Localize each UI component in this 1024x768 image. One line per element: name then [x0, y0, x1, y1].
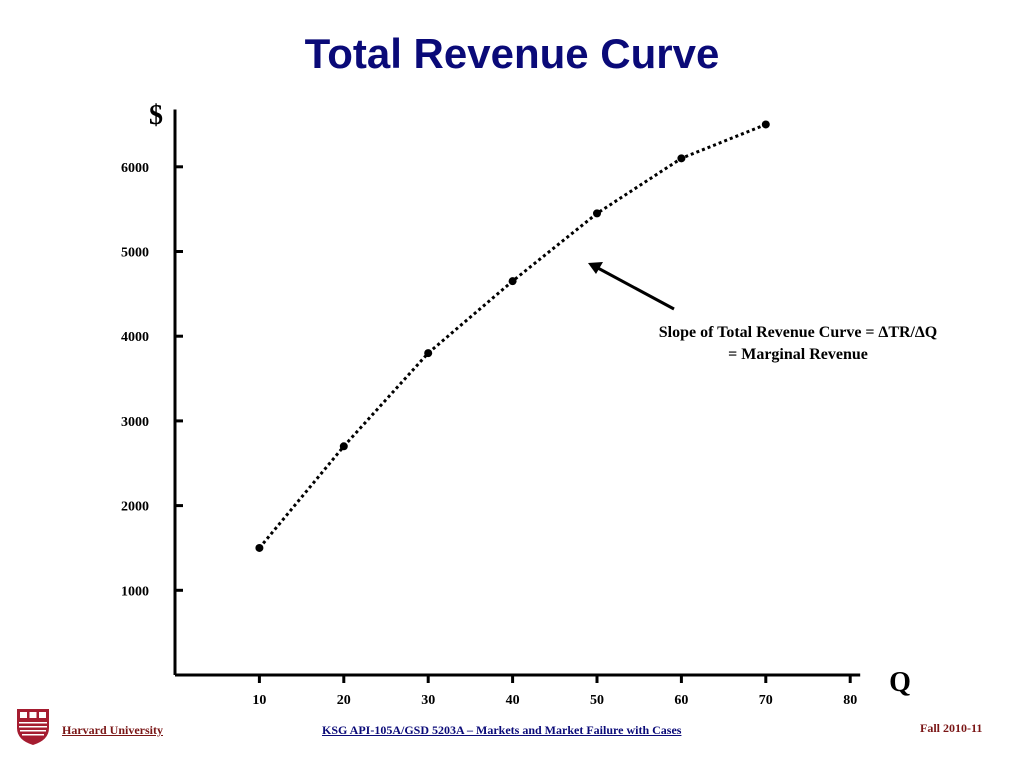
data-point — [508, 277, 517, 286]
y-tick-label: 6000 — [121, 161, 149, 176]
data-point — [593, 209, 601, 218]
footer-term: Fall 2010-11 — [920, 721, 983, 735]
y-tick-label: 5000 — [121, 246, 149, 261]
data-point — [761, 120, 770, 129]
data-point — [677, 154, 686, 163]
x-tick-label: 50 — [590, 693, 604, 708]
page-title: Total Revenue Curve — [304, 30, 720, 77]
y-tick-label: 1000 — [121, 584, 149, 599]
chart-axes — [173, 109, 861, 683]
footer-university: Harvard University — [62, 723, 163, 737]
footer-course: KSG API-105A/GSD 5203A – Markets and Mar… — [322, 723, 682, 737]
x-tick-label: 80 — [843, 693, 857, 708]
annotation-line-2: = Marginal Revenue — [728, 346, 868, 363]
x-tick-label: 10 — [252, 693, 266, 708]
y-axis-label: $ — [149, 100, 163, 131]
x-tick-label: 40 — [506, 693, 520, 708]
chart-series — [255, 120, 770, 552]
x-tick-label: 60 — [674, 693, 688, 708]
y-tick-label: 3000 — [121, 415, 149, 430]
harvard-shield-icon — [17, 709, 49, 745]
y-tick-label: 4000 — [121, 330, 149, 345]
x-axis-label: Q — [889, 667, 911, 698]
x-tick-label: 30 — [421, 693, 435, 708]
slope-annotation: Slope of Total Revenue Curve = ∆TR/∆Q = … — [608, 322, 988, 366]
x-tick-label: 70 — [759, 693, 773, 708]
data-point — [339, 442, 348, 451]
y-tick-label: 2000 — [121, 500, 149, 515]
annotation-line-1: Slope of Total Revenue Curve = ∆TR/∆Q — [658, 324, 938, 341]
data-point — [255, 543, 264, 552]
data-point — [424, 349, 433, 358]
x-tick-label: 20 — [337, 693, 351, 708]
chart-labels: 1000 2000 3000 4000 5000 6000 10 20 30 40 50 60 70 80… — [121, 100, 911, 708]
annotation-arrow — [588, 262, 675, 311]
